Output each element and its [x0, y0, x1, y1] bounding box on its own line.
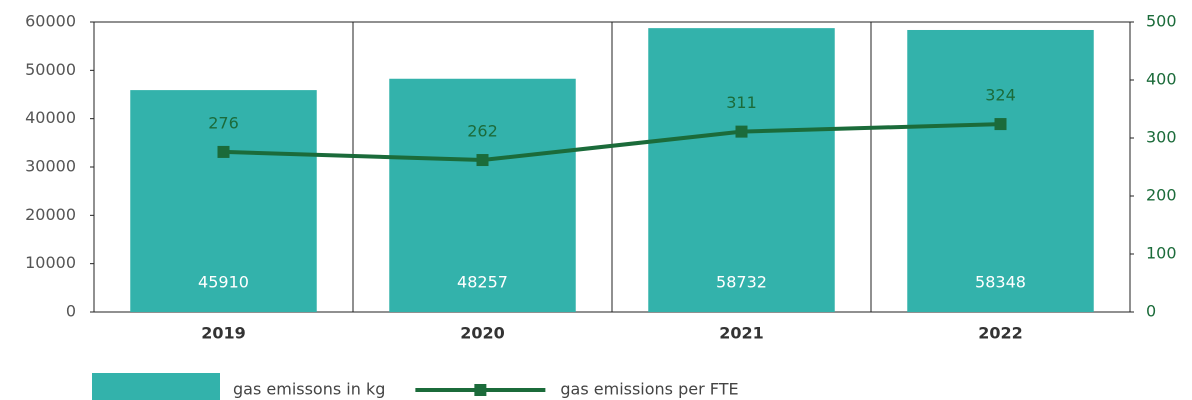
bar [130, 90, 317, 312]
legend-label: gas emissons in kg [233, 380, 385, 399]
x-tick-label: 2022 [978, 324, 1023, 343]
x-tick-label: 2020 [460, 324, 505, 343]
legend-swatch [92, 373, 220, 400]
y2-tick-label: 500 [1146, 12, 1177, 31]
x-tick-label: 2019 [201, 324, 246, 343]
line-marker [994, 118, 1007, 131]
y-tick-label: 30000 [25, 157, 76, 176]
line-marker [735, 125, 748, 138]
line-value-label: 262 [467, 122, 498, 141]
y-tick-label: 40000 [25, 108, 76, 127]
bar [389, 78, 576, 312]
x-tick-label: 2021 [719, 324, 764, 343]
line [223, 122, 1001, 163]
legend-marker [474, 384, 487, 396]
y-tick-label: 0 [66, 302, 76, 321]
y-tick-label: 50000 [25, 60, 76, 79]
y2-tick-label: 400 [1146, 70, 1177, 89]
line-marker [476, 154, 489, 167]
bar-value-label: 58348 [975, 273, 1026, 292]
bar [907, 29, 1094, 312]
line-value-label: 324 [985, 86, 1016, 105]
line-value-label: 311 [726, 93, 757, 112]
bar-value-label: 58732 [716, 273, 767, 292]
y-tick-label: 20000 [25, 205, 76, 224]
bar-value-label: 45910 [198, 273, 249, 292]
y2-tick-label: 300 [1146, 128, 1177, 147]
line-marker [217, 145, 230, 158]
legend-label: gas emissions per FTE [560, 380, 738, 399]
y-tick-label: 60000 [25, 12, 76, 31]
y2-tick-label: 100 [1146, 244, 1177, 263]
bar [648, 28, 835, 313]
bar-value-label: 48257 [457, 273, 508, 292]
y2-tick-label: 200 [1146, 186, 1177, 205]
line-value-label: 276 [208, 113, 239, 132]
y2-tick-label: 0 [1146, 302, 1156, 321]
y-tick-label: 10000 [25, 253, 76, 272]
